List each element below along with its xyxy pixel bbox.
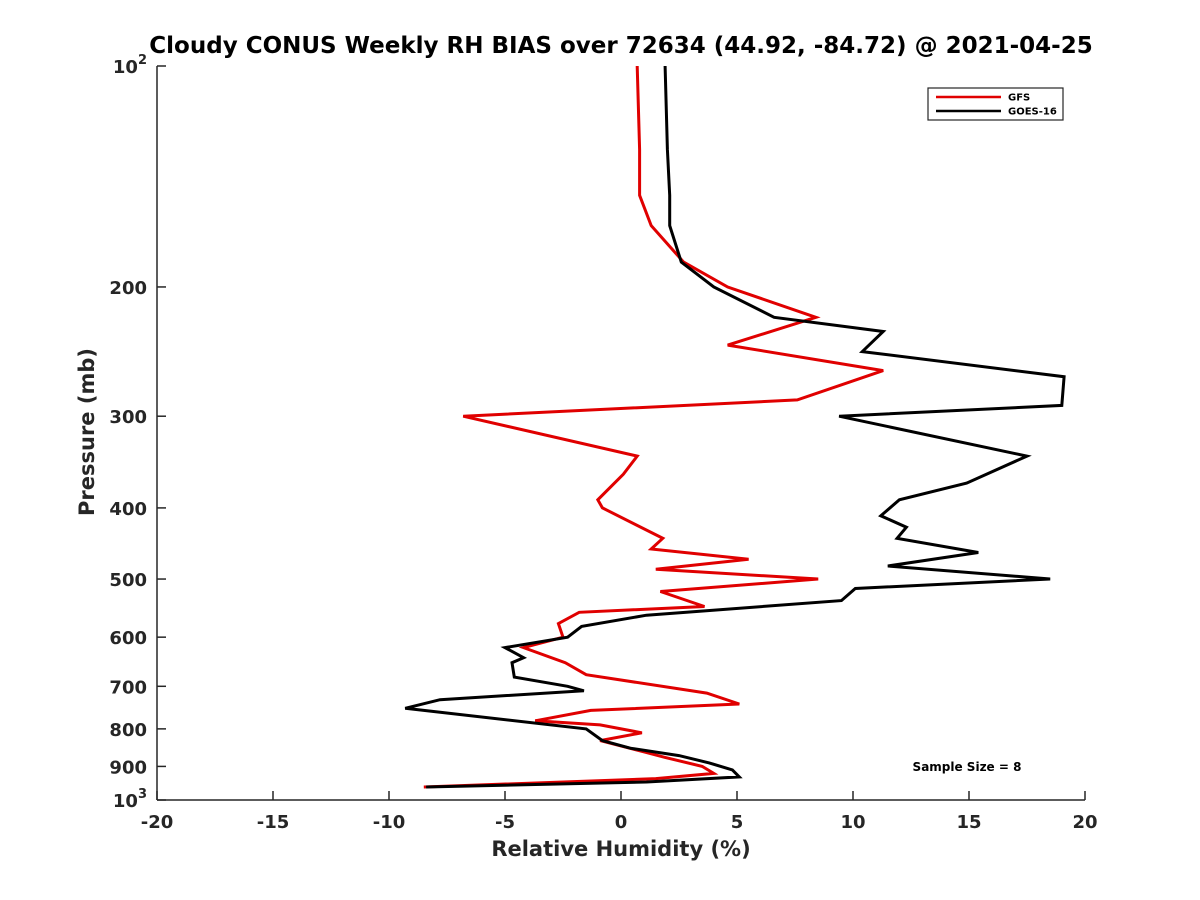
y-tick-label: 900 — [109, 757, 147, 778]
series-line-goes-16 — [404, 65, 1066, 789]
x-tick-label: 15 — [956, 812, 981, 833]
y-tick-label: 200 — [109, 278, 147, 299]
x-tick-label: 10 — [840, 812, 865, 833]
y-tick-label: 800 — [109, 720, 147, 741]
legend: GFS GOES-16 — [927, 87, 1064, 121]
x-tick-label: 20 — [1072, 812, 1097, 833]
x-tick-label: 5 — [731, 812, 744, 833]
series-line-gfs — [423, 65, 884, 789]
x-tick-label: -20 — [141, 812, 174, 833]
legend-label-gfs: GFS — [1008, 93, 1030, 104]
y-axis-label: Pressure (mb) — [75, 348, 99, 516]
y-tick-label: 102 — [113, 53, 147, 78]
x-tick-label: -5 — [495, 812, 515, 833]
sample-size-annotation: Sample Size = 8 — [913, 760, 1022, 774]
legend-box — [927, 87, 1064, 121]
plot-area: -20 -15 -10 -5 0 5 10 15 20 200 300 400 500 600 700 800… — [109, 53, 1097, 833]
y-tick-label: 400 — [109, 499, 147, 520]
x-tick-label: 0 — [615, 812, 628, 833]
y-tick-label: 103 — [113, 787, 147, 812]
x-tick-label: -10 — [373, 812, 406, 833]
y-tick-label: 500 — [109, 570, 147, 591]
y-tick-label: 700 — [109, 677, 147, 698]
chart-title: Cloudy CONUS Weekly RH BIAS over 72634 (… — [149, 33, 1092, 59]
legend-label-goes-16: GOES-16 — [1008, 107, 1057, 118]
x-tick-label: -15 — [257, 812, 290, 833]
y-tick-label: 600 — [109, 628, 147, 649]
x-axis-label: Relative Humidity (%) — [491, 837, 750, 861]
y-tick-label: 300 — [109, 407, 147, 428]
